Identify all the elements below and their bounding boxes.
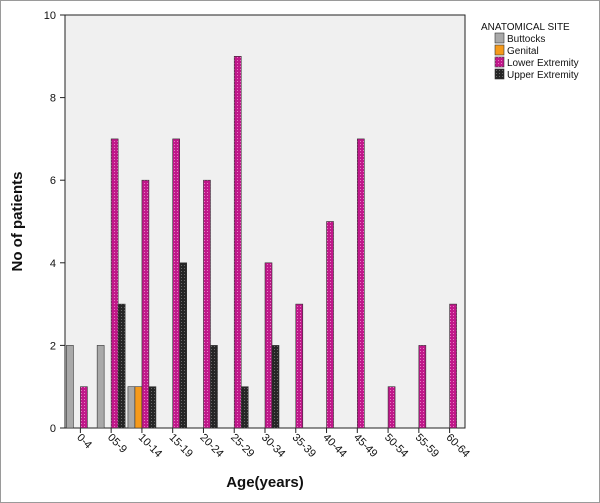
bar-lower-extremity (326, 221, 334, 429)
y-axis-title: No of patients (9, 172, 26, 272)
x-tick-label: 50-54 (382, 432, 410, 460)
legend-title: ANATOMICAL SITE (481, 22, 570, 33)
y-tick-label: 8 (50, 93, 56, 105)
x-tick-label: 45-49 (351, 432, 379, 460)
x-tick-label: 40-44 (320, 432, 348, 460)
bars-group (66, 55, 457, 429)
x-tick-label: 60-64 (443, 432, 471, 460)
x-tick-label: 55-59 (413, 432, 441, 460)
x-tick-label: 0-4 (74, 432, 94, 452)
bar-upper-extremity (148, 386, 157, 429)
y-tick-label: 2 (50, 340, 56, 352)
bar-lower-extremity (80, 386, 88, 429)
x-tick-label: 35-39 (290, 432, 318, 460)
legend-label: Lower Extremity (507, 58, 579, 69)
x-tick-label: 05-9 (105, 432, 129, 456)
bar-upper-extremity (210, 345, 218, 429)
bar-upper-extremity (271, 345, 280, 429)
bar-lower-extremity (172, 138, 180, 429)
x-axis-title: Age(years) (226, 474, 304, 491)
bar-buttocks (66, 345, 74, 429)
bar-lower-extremity (141, 179, 150, 429)
bar-lower-extremity (233, 55, 242, 429)
x-tick-label: 10-14 (136, 432, 164, 460)
bar-lower-extremity (203, 179, 211, 429)
bar-lower-extremity (449, 303, 457, 429)
legend-label: Buttocks (507, 34, 545, 45)
bar-lower-extremity (418, 345, 427, 429)
legend-swatch (494, 68, 505, 80)
bar-lower-extremity (264, 262, 273, 429)
y-tick-label: 0 (50, 423, 56, 435)
x-axis: 0-4 05-9 10-14 15-19 20-24 25-29 30-34 35-39 40-… (74, 428, 472, 460)
bar-upper-extremity (117, 303, 126, 429)
bar-genital (134, 386, 143, 429)
bar-lower-extremity (110, 138, 119, 429)
bar-lower-extremity (387, 386, 396, 429)
bar-upper-extremity (240, 386, 249, 429)
x-tick-label: 15-19 (167, 432, 195, 460)
x-tick-label: 20-24 (197, 432, 225, 460)
legend-swatch (494, 44, 505, 56)
legend-swatch (494, 32, 505, 44)
x-tick-label: 25-29 (228, 432, 256, 460)
legend-label: Genital (507, 46, 539, 57)
y-tick-label: 4 (50, 258, 56, 270)
bar-lower-extremity (295, 303, 304, 429)
bar-buttocks (127, 386, 136, 429)
bar-buttocks (96, 345, 105, 429)
bar-upper-extremity (179, 262, 187, 429)
y-axis: 0 2 4 6 8 10 (44, 10, 65, 435)
y-tick-label: 10 (44, 10, 56, 22)
legend-swatch (494, 56, 505, 68)
y-tick-label: 6 (50, 175, 56, 187)
legend-label: Upper Extremity (507, 70, 579, 81)
x-tick-label: 30-34 (259, 432, 287, 460)
bar-lower-extremity (357, 138, 365, 429)
